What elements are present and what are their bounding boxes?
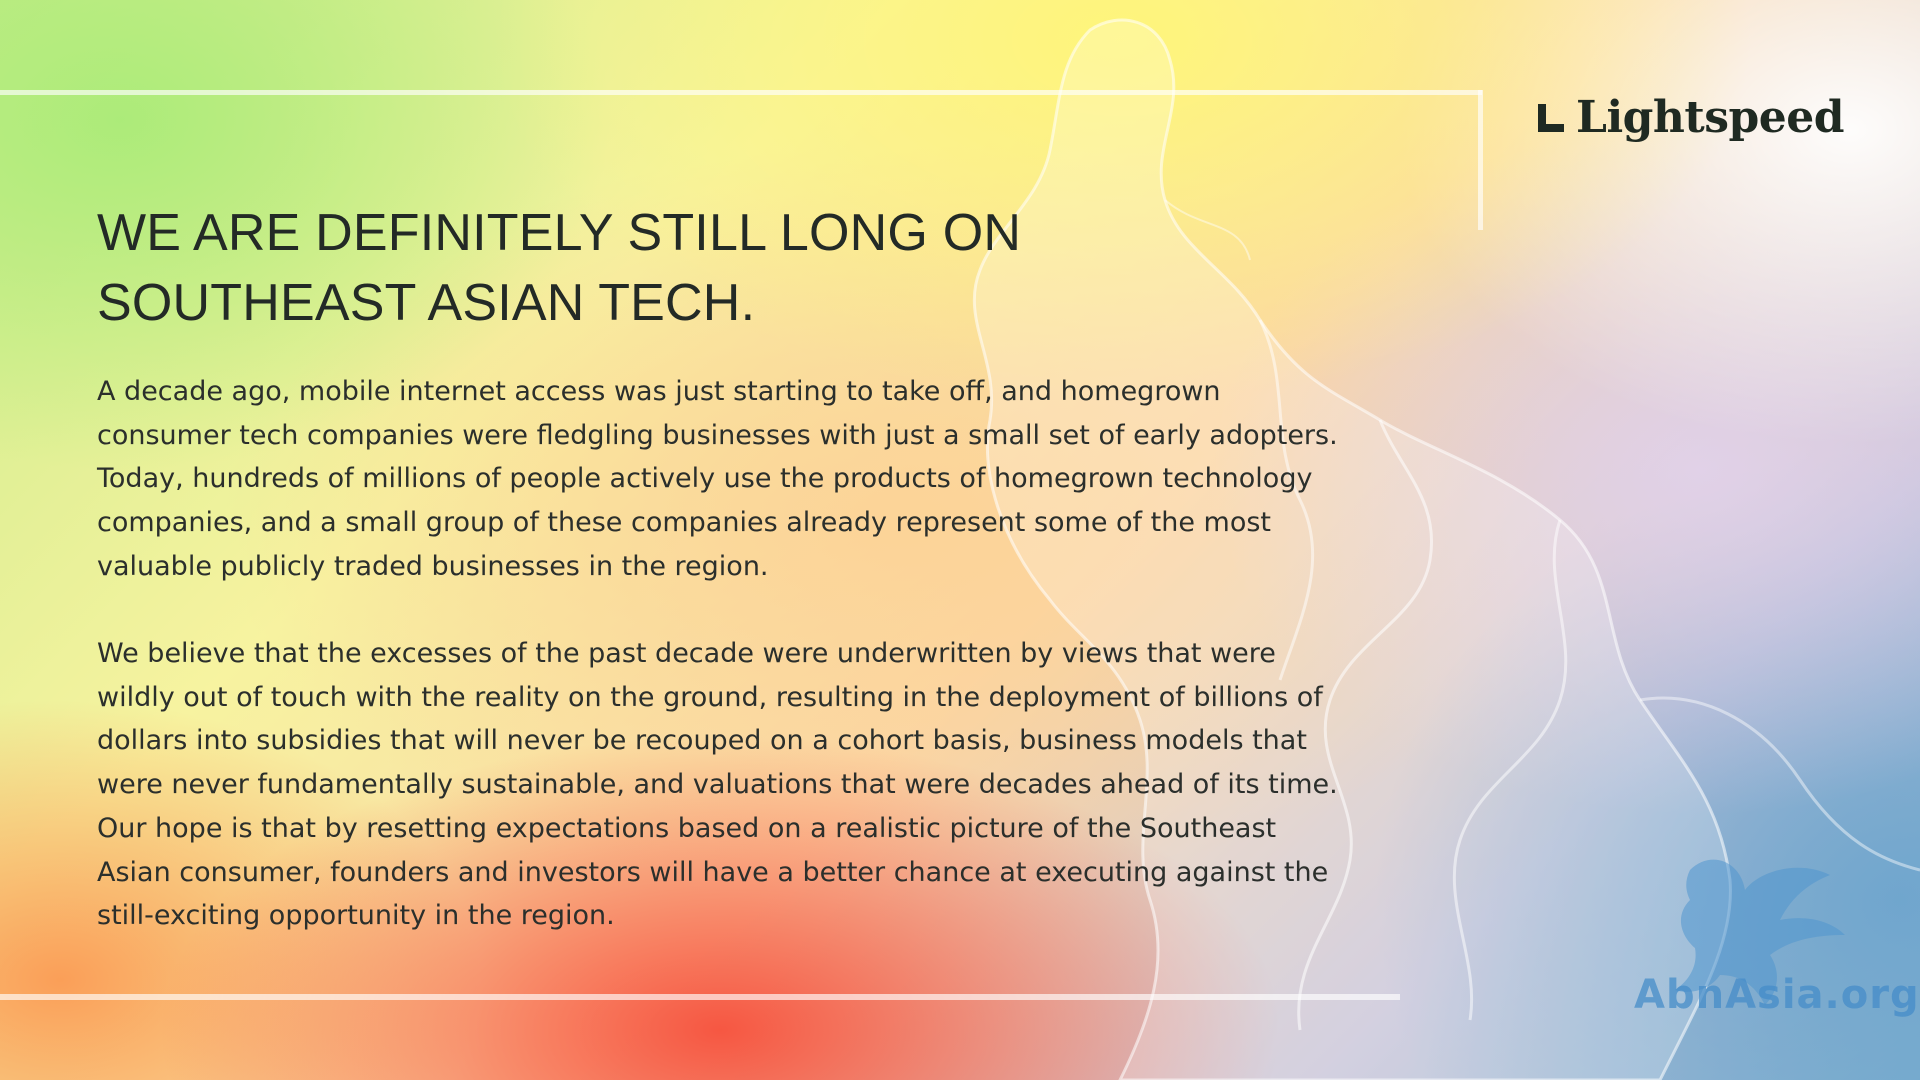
paragraph-2: We believe that the excesses of the past…: [97, 638, 1338, 932]
frame-line-top: [0, 90, 1482, 95]
page-title: WE ARE DEFINITELY STILL LONG ON SOUTHEAS…: [97, 204, 1022, 332]
watermark-text: AbnAsia.org: [1634, 972, 1920, 1018]
paragraph-1: A decade ago, mobile internet access was…: [97, 376, 1338, 582]
lightspeed-logo: Lightspeed: [1536, 92, 1845, 143]
frame-line-right: [1478, 90, 1483, 230]
frame-line-bottom: [0, 994, 1400, 1000]
brand-name: Lightspeed: [1576, 92, 1845, 143]
lightspeed-mark-icon: [1538, 103, 1564, 132]
bird-emblem-icon: [1675, 859, 1845, 1005]
